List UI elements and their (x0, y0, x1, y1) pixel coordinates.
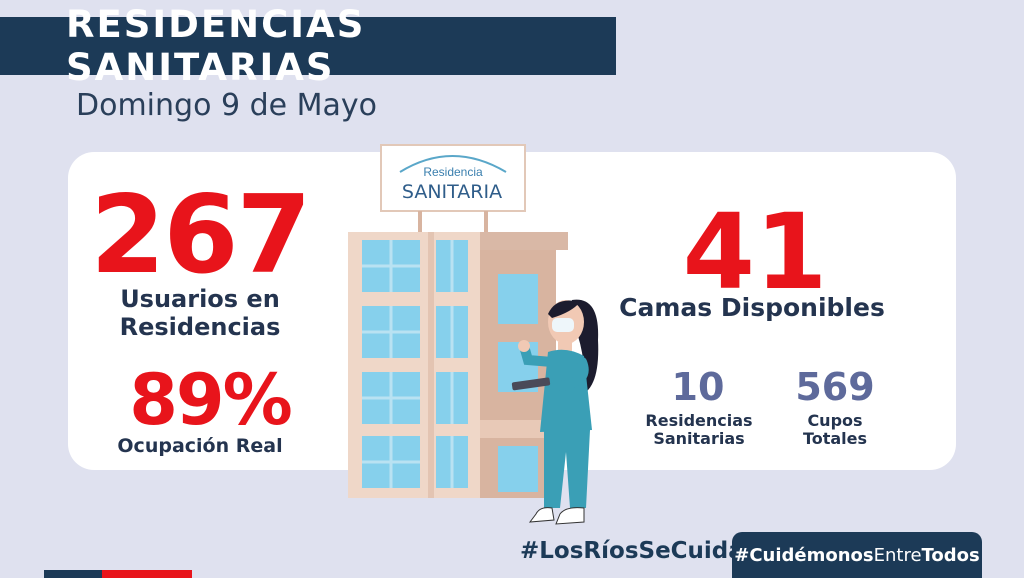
residencias-label-line1: Residencias (645, 411, 753, 430)
cupos-label-line1: Cupos (807, 411, 863, 430)
hashtag-losrios: #LosRíosSeCuida (520, 538, 744, 564)
residencias-label-line2: Sanitarias (653, 429, 745, 449)
cupos-label: Cupos Totales (785, 411, 885, 449)
nurse-illustration (511, 299, 599, 525)
camas-label: Camas Disponibles (619, 293, 885, 322)
cupos-label-line2: Totales (802, 429, 868, 449)
hashtag-cuidemonos-badge: #Cuidémonos Entre Todos (732, 532, 982, 578)
footer-bar-red (102, 570, 192, 578)
sign-line2: SANITARIA (402, 181, 502, 203)
camas-value: 41 (682, 191, 828, 313)
hashtag-part-a: #Cuidémonos (734, 544, 874, 566)
residencias-value: 10 (671, 365, 725, 409)
usuarios-label-line2: Residencias (119, 312, 281, 341)
ocupacion-label: Ocupación Real (117, 435, 283, 457)
usuarios-label: Usuarios en Residencias (100, 285, 300, 341)
usuarios-label-line1: Usuarios en (120, 285, 280, 313)
ocupacion-value: 89% (129, 359, 293, 441)
footer-bar-blue (44, 570, 102, 578)
title-banner: RESIDENCIAS SANITARIAS (0, 3, 616, 89)
usuarios-value: 267 (90, 173, 311, 298)
hashtag-part-c: Todos (921, 544, 980, 566)
date-subtitle: Domingo 9 de Mayo (76, 88, 377, 123)
page-title: RESIDENCIAS SANITARIAS (66, 3, 366, 89)
sign-line1: Residencia (423, 165, 483, 179)
residencias-label: Residencias Sanitarias (638, 411, 760, 449)
cupos-value: 569 (795, 365, 875, 409)
hashtag-part-b: Entre (873, 544, 922, 566)
